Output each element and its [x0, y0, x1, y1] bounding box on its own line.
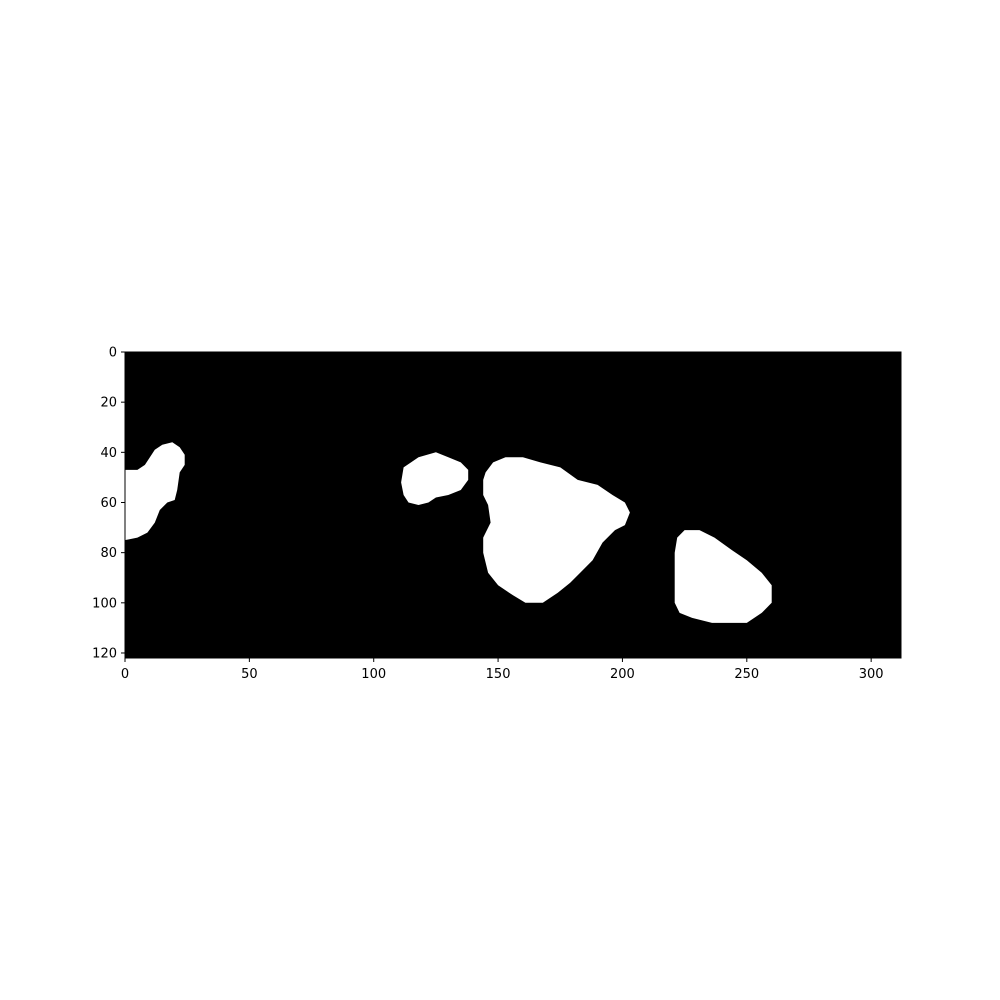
- y-tick-label: 80: [100, 546, 117, 561]
- blobs-layer: [125, 442, 772, 623]
- x-tick-label: 250: [734, 667, 759, 682]
- y-axis: 0 20 40 60 80 100 120: [92, 346, 125, 661]
- y-tick-label: 120: [92, 646, 117, 661]
- blob-1: [125, 442, 185, 541]
- x-tick-label: 100: [361, 667, 386, 682]
- x-axis: 0 50 100 150 200 250 300: [121, 658, 884, 682]
- y-tick-label: 40: [100, 446, 117, 461]
- x-tick-label: 300: [859, 667, 884, 682]
- y-tick-label: 60: [100, 496, 117, 511]
- y-tick-label: 100: [92, 596, 117, 611]
- x-tick-label: 50: [241, 667, 258, 682]
- plot-area: [124, 351, 902, 659]
- axes-frame: [124, 351, 902, 659]
- y-tick-label: 0: [109, 346, 117, 361]
- blob-2: [401, 452, 469, 505]
- x-tick-label: 0: [121, 667, 129, 682]
- x-tick-label: 200: [610, 667, 635, 682]
- y-tick-label: 20: [100, 396, 117, 411]
- blob-4: [674, 530, 772, 623]
- blob-3: [483, 457, 630, 603]
- x-tick-label: 150: [486, 667, 511, 682]
